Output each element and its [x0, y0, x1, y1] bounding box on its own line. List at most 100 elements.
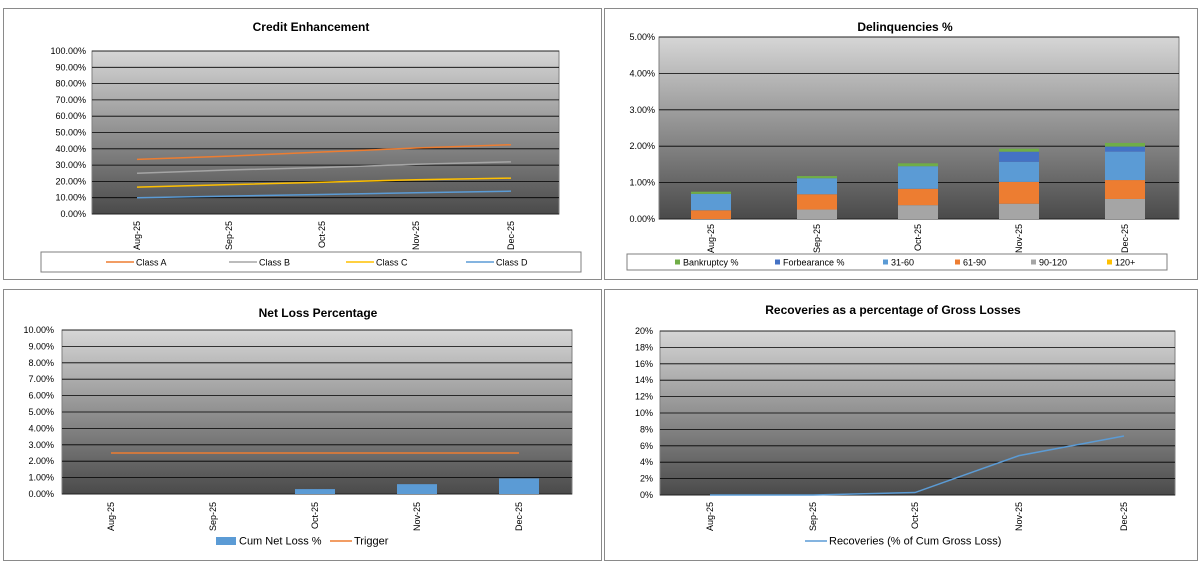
- y-tick-label: 30.00%: [55, 160, 86, 170]
- y-tick-label: 10.00%: [55, 193, 86, 203]
- bar-90-120: [898, 205, 938, 219]
- legend: [626, 253, 1168, 271]
- y-tick-label: 0.00%: [629, 214, 655, 224]
- x-tick-label: Aug-25: [706, 224, 716, 253]
- chart-title: Net Loss Percentage: [259, 306, 378, 320]
- y-tick-label: 7.00%: [28, 374, 54, 384]
- y-tick-label: 0.00%: [60, 209, 86, 219]
- y-tick-label: 5.00%: [629, 32, 655, 42]
- x-tick-label: Sep-25: [808, 502, 818, 531]
- legend-label-forbearance: Forbearance %: [783, 258, 845, 268]
- legend-label-bankruptcy: Bankruptcy %: [683, 258, 739, 268]
- y-tick-label: 20.00%: [55, 176, 86, 186]
- bar-bankruptcy: [797, 176, 837, 179]
- bar-61-90: [1105, 180, 1145, 199]
- legend-swatch-120: [1107, 259, 1112, 265]
- y-tick-label: 3.00%: [28, 440, 54, 450]
- series-line-recoveries-of-cum-gross-loss: [710, 435, 1125, 496]
- y-tick-label: 16%: [635, 359, 653, 369]
- bar-bankruptcy: [691, 191, 731, 194]
- y-tick-label: 8.00%: [28, 358, 54, 368]
- x-tick-label: Dec-25: [506, 221, 516, 250]
- legend-label-class-c: Class C: [376, 258, 408, 268]
- legend-swatch-cum-net-loss: [216, 537, 236, 545]
- credit-enhancement-chart: Credit Enhancement 0.00% 10.00% 20.00% 30.00…: [40, 20, 582, 273]
- y-tick-label: 40.00%: [55, 144, 86, 154]
- bar-forbearance: [999, 151, 1039, 162]
- x-tick-label: Aug-25: [705, 502, 715, 531]
- chart-title: Recoveries as a percentage of Gross Loss…: [765, 303, 1021, 317]
- bar-cum-net-loss: [295, 489, 335, 494]
- legend-label-class-d: Class D: [496, 258, 528, 268]
- x-tick-label: Aug-25: [132, 221, 142, 250]
- net-loss-panel: Net Loss Percentage 0.00% 1.00% 2.00% 3.00% 4…: [3, 289, 602, 561]
- bar-61-90: [691, 210, 731, 219]
- y-tick-label: 0.00%: [28, 489, 54, 499]
- y-tick-label: 80.00%: [55, 79, 86, 89]
- recoveries-chart: Recoveries as a percentage of Gross Loss…: [635, 303, 1176, 548]
- y-tick-label: 90.00%: [55, 62, 86, 72]
- x-tick-label: Sep-25: [208, 502, 218, 531]
- chart-title: Credit Enhancement: [253, 20, 370, 34]
- series-line-class-a: [136, 143, 512, 161]
- legend-label-61-90: 61-90: [963, 258, 986, 268]
- x-tick-label: Nov-25: [411, 221, 421, 250]
- legend: [40, 251, 582, 273]
- legend-label-class-a: Class A: [136, 258, 167, 268]
- y-tick-label: 2.00%: [28, 456, 54, 466]
- y-tick-label: 6%: [640, 441, 653, 451]
- bar-31-60: [797, 178, 837, 195]
- y-tick-label: 2.00%: [629, 141, 655, 151]
- x-tick-label: Nov-25: [1014, 502, 1024, 531]
- legend-label-cum-net-loss: Cum Net Loss %: [239, 536, 322, 548]
- series-line-class-c: [136, 177, 512, 188]
- net-loss-chart: Net Loss Percentage 0.00% 1.00% 2.00% 3.00% 4…: [23, 306, 573, 548]
- x-tick-label: Oct-25: [913, 224, 923, 251]
- y-tick-label: 1.00%: [629, 178, 655, 188]
- bar-bankruptcy: [898, 163, 938, 167]
- x-tick-label: Dec-25: [514, 502, 524, 531]
- y-tick-label: 50.00%: [55, 128, 86, 138]
- bar-forbearance: [1105, 146, 1145, 152]
- y-tick-label: 2%: [640, 474, 653, 484]
- credit-enhancement-panel: Credit Enhancement 0.00% 10.00% 20.00% 30.00…: [3, 8, 602, 280]
- y-tick-label: 4%: [640, 457, 653, 467]
- legend-label-31-60: 31-60: [891, 258, 914, 268]
- y-tick-label: 14%: [635, 375, 653, 385]
- y-tick-label: 12%: [635, 392, 653, 402]
- y-tick-label: 8%: [640, 424, 653, 434]
- series-line-class-d: [136, 190, 512, 199]
- legend-label-120: 120+: [1115, 258, 1135, 268]
- legend-swatch-bankruptcy: [675, 259, 680, 265]
- x-tick-label: Sep-25: [812, 224, 822, 253]
- x-tick-label: Oct-25: [310, 502, 320, 529]
- bar-bankruptcy: [999, 148, 1039, 152]
- y-tick-label: 70.00%: [55, 95, 86, 105]
- y-tick-label: 1.00%: [28, 473, 54, 483]
- x-tick-label: Dec-25: [1120, 224, 1130, 253]
- bar-61-90: [797, 194, 837, 210]
- y-tick-label: 9.00%: [28, 341, 54, 351]
- y-tick-label: 10%: [635, 408, 653, 418]
- bar-31-60: [999, 161, 1039, 182]
- legend-swatch-forbearance: [775, 259, 780, 265]
- bar-90-120: [999, 203, 1039, 219]
- bar-cum-net-loss: [499, 478, 539, 494]
- series-line-class-b: [136, 161, 512, 174]
- bar-31-60: [1105, 151, 1145, 181]
- bar-31-60: [898, 166, 938, 189]
- chart-title: Delinquencies %: [857, 20, 953, 34]
- x-tick-label: Oct-25: [317, 221, 327, 248]
- bar-bankruptcy: [1105, 142, 1145, 147]
- y-tick-label: 3.00%: [629, 105, 655, 115]
- y-tick-label: 60.00%: [55, 111, 86, 121]
- x-tick-label: Sep-25: [224, 221, 234, 250]
- y-tick-label: 5.00%: [28, 407, 54, 417]
- legend-swatch-31-60: [883, 259, 888, 265]
- bar-cum-net-loss: [397, 484, 437, 494]
- legend-label-90-120: 90-120: [1039, 258, 1067, 268]
- bar-61-90: [898, 188, 938, 206]
- x-tick-label: Nov-25: [412, 502, 422, 531]
- legend-label-class-b: Class B: [259, 258, 290, 268]
- delinquencies-panel: Delinquencies % 0.00% 1.00% 2.00% 3.00% 4.00%…: [604, 8, 1198, 280]
